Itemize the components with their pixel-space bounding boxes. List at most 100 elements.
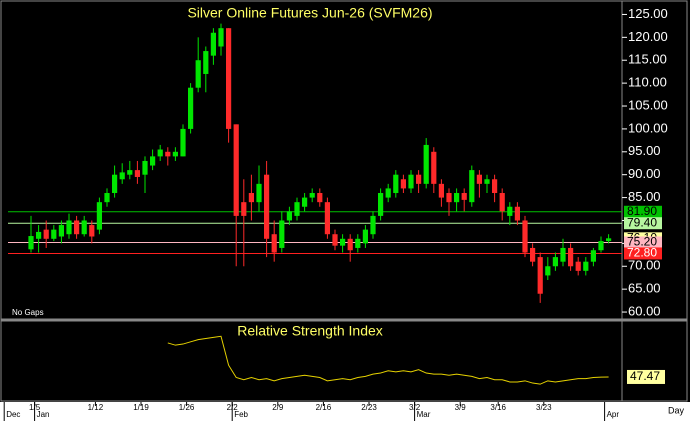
candle-body (142, 160, 148, 175)
x-unit: Day (668, 405, 685, 415)
candle-body (119, 172, 125, 180)
candle-body (355, 238, 361, 248)
x-tick-label: 3/23 (536, 403, 552, 412)
candle-body (66, 220, 72, 235)
candle-body (552, 257, 558, 267)
candle-body (522, 220, 528, 253)
x-tick-label: 2/23 (361, 403, 377, 412)
candle-body (28, 236, 34, 250)
candle-body (74, 220, 80, 235)
month-label: Mar (417, 410, 431, 419)
candle-body (309, 193, 315, 198)
price-label: 75.20 (627, 235, 657, 249)
candle-body (499, 193, 505, 212)
price-label-box (624, 236, 662, 249)
candle-body (438, 183, 444, 198)
candle-body (256, 183, 262, 203)
candle-body (347, 238, 353, 251)
candle-body (423, 144, 429, 184)
candle-body (492, 179, 498, 194)
frame (0, 0, 688, 402)
candle-body (134, 170, 140, 177)
month-label: Feb (234, 410, 248, 419)
candle-body (317, 193, 323, 203)
candle-body (545, 266, 551, 276)
x-tick-label: 3/9 (455, 403, 467, 412)
candle-body (484, 179, 490, 184)
candle-body (286, 211, 292, 221)
candle-body (51, 229, 57, 239)
y-tick-label: 120.00 (628, 29, 668, 44)
candle-body (157, 149, 163, 157)
candle-body (469, 170, 475, 203)
y-tick-label: 125.00 (628, 6, 668, 21)
candle-body (606, 238, 612, 242)
y-tick-label: 65.00 (628, 281, 661, 296)
price-label-box (624, 205, 662, 218)
candle-body (210, 32, 216, 56)
candle-body (560, 247, 566, 262)
candle-body (81, 220, 87, 235)
rsi-line (167, 335, 609, 385)
candle-body (58, 225, 64, 237)
candle-body (271, 234, 277, 253)
price-label-box (624, 217, 662, 230)
candle-body (514, 206, 520, 221)
month-label: Jan (37, 410, 50, 419)
candle-body (568, 247, 574, 267)
x-tick-label: 2/9 (272, 403, 284, 412)
candle-body (431, 151, 437, 184)
candle-body (165, 151, 171, 157)
candle-body (340, 238, 346, 246)
candle-body (264, 174, 270, 239)
candle-body (530, 247, 536, 262)
y-tick-label: 85.00 (628, 189, 661, 204)
x-tick-label: 3/16 (490, 403, 506, 412)
month-label: Apr (607, 410, 620, 419)
x-tick-label: 2/16 (316, 403, 332, 412)
candle-body (195, 60, 201, 88)
candle-body (400, 179, 406, 189)
candle-body (332, 234, 338, 246)
month-label: Dec (6, 410, 20, 419)
candle-body (476, 174, 482, 184)
price-label: 81.90 (627, 204, 657, 218)
candle-body (378, 193, 384, 216)
rsi-title: Relative Strength Index (237, 323, 383, 339)
candle-body (112, 174, 118, 194)
x-tick-label: 1/26 (179, 403, 195, 412)
candle-body (104, 193, 110, 203)
y-tick-label: 60.00 (628, 303, 661, 318)
candle-body (537, 257, 543, 294)
candle-body (233, 124, 239, 216)
x-tick-label: 1/19 (133, 403, 149, 412)
candle-body (575, 261, 581, 271)
candle-body (362, 229, 368, 244)
chart-title: Silver Online Futures Jun-26 (SVFM26) (187, 5, 432, 21)
y-tick-label: 95.00 (628, 143, 661, 158)
x-tick-label: 1/12 (88, 403, 104, 412)
price-label: 72.80 (627, 246, 657, 260)
candle-body (507, 206, 513, 216)
candle-body (461, 193, 467, 200)
candle-body (583, 261, 589, 271)
y-tick-label: 90.00 (628, 166, 661, 181)
candle-body (226, 28, 232, 129)
candle-body (446, 193, 452, 203)
y-tick-label: 110.00 (628, 75, 667, 90)
y-tick-label: 100.00 (628, 120, 668, 135)
rsi-label: 47.47 (630, 369, 660, 383)
candle-body (96, 202, 102, 230)
rsi-label-box (627, 369, 665, 384)
candle-body (408, 174, 414, 189)
candle-body (324, 202, 330, 235)
candle-body (590, 250, 596, 262)
candle-body (248, 193, 254, 203)
y-tick-label: 70.00 (628, 258, 661, 273)
candle-body (454, 193, 460, 203)
candle-body (188, 87, 194, 129)
candle-body (36, 231, 42, 239)
y-tick-label: 115.00 (628, 52, 667, 67)
candle-body (203, 51, 209, 74)
